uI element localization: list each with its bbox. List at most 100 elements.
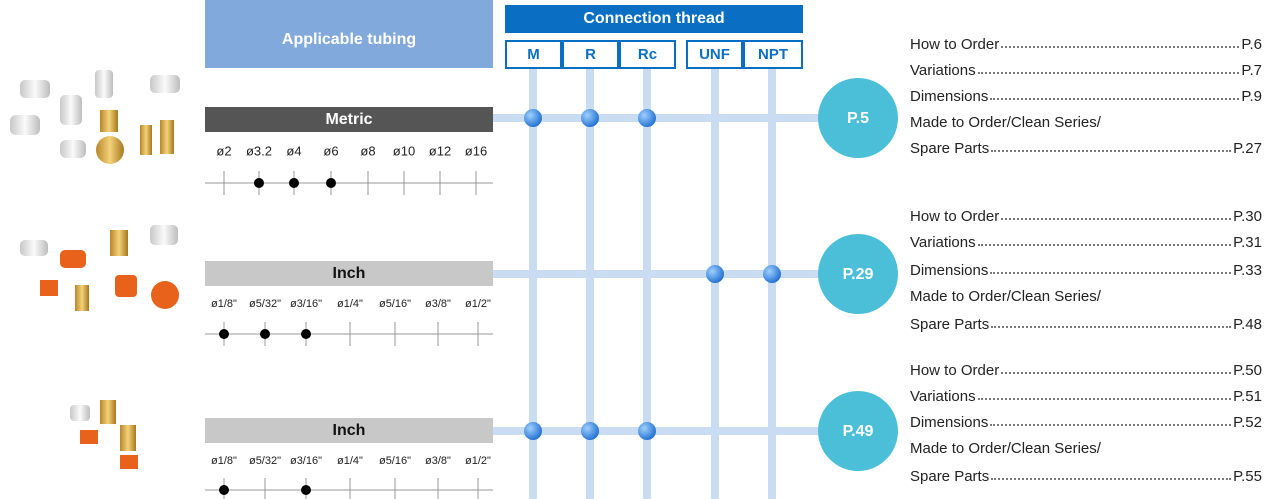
toc-page: P.6 <box>1241 36 1262 53</box>
toc-entry: Variations P.51 <box>910 385 1262 405</box>
size-label: ø5/16" <box>379 298 411 310</box>
connection-dot <box>763 265 781 283</box>
leader-dots <box>991 326 1232 328</box>
toc-entry: Dimensions P.9 <box>910 85 1262 105</box>
leader-dots <box>1001 218 1232 220</box>
connection-dot <box>524 109 542 127</box>
page-circle-label: P.49 <box>843 423 874 440</box>
size-label: ø4 <box>286 143 301 158</box>
toc-page: P.52 <box>1233 414 1262 431</box>
connection-dot <box>706 265 724 283</box>
connection-dot <box>524 422 542 440</box>
tubing-header: Applicable tubing <box>282 31 416 48</box>
toc-entry: How to Order P.30 <box>910 205 1262 225</box>
leader-dots <box>977 72 1240 74</box>
tubing-bar <box>205 418 493 443</box>
size-label: ø1/4" <box>337 455 363 467</box>
page-circle-label: P.5 <box>847 110 869 127</box>
toc-label: Dimensions <box>910 262 989 279</box>
toc-label: Spare Parts <box>910 316 990 333</box>
thread-box <box>619 40 676 69</box>
thread-label: M <box>527 46 540 63</box>
thread-label: Rc <box>638 46 657 63</box>
size-label: ø1/4" <box>337 298 363 310</box>
toc-entry: Made to Order/Clean Series/ <box>910 285 1262 305</box>
size-label: ø8 <box>360 143 375 158</box>
leader-dots <box>990 424 1232 426</box>
size-label: ø1/2" <box>465 298 491 310</box>
toc-page: P.7 <box>1241 62 1262 79</box>
toc-label: How to Order <box>910 36 1000 53</box>
thread-box <box>743 40 803 69</box>
connection-dot <box>581 109 599 127</box>
tubing-label: Inch <box>333 265 366 282</box>
toc-page: P.27 <box>1233 140 1262 157</box>
toc-entry: Dimensions P.33 <box>910 259 1262 279</box>
page-circle <box>818 234 898 314</box>
page-circle-label: P.29 <box>843 266 874 283</box>
toc-label: Made to Order/Clean Series/ <box>910 114 1101 131</box>
leader-dots <box>1001 372 1232 374</box>
toc-label: Variations <box>910 62 976 79</box>
size-dot <box>301 485 311 495</box>
size-dot <box>219 485 229 495</box>
toc-page: P.55 <box>1233 468 1262 485</box>
tubing-bar <box>205 107 493 132</box>
toc-entry: Spare Parts P.48 <box>910 313 1262 333</box>
toc-label: Dimensions <box>910 414 989 431</box>
thread-header-box <box>505 5 803 33</box>
leader-dots <box>1001 46 1240 48</box>
connection-dot <box>581 422 599 440</box>
toc-entry: How to Order P.6 <box>910 33 1262 53</box>
size-label: ø6 <box>323 143 338 158</box>
size-label: ø3/16" <box>290 298 322 310</box>
size-dot <box>254 178 264 188</box>
thread-label: UNF <box>699 46 730 63</box>
size-label: ø12 <box>429 143 451 158</box>
toc-entry: Made to Order/Clean Series/ <box>910 111 1262 131</box>
tubing-bar <box>205 261 493 286</box>
size-label: ø2 <box>216 143 231 158</box>
toc-page: P.33 <box>1233 262 1262 279</box>
size-label: ø1/8" <box>211 455 237 467</box>
tubing-label: Metric <box>325 111 372 128</box>
toc-entry: How to Order P.50 <box>910 359 1262 379</box>
tubing-header-box <box>205 0 493 68</box>
size-label: ø5/32" <box>249 455 281 467</box>
leader-dots <box>990 272 1232 274</box>
page-circle <box>818 391 898 471</box>
toc-label: Spare Parts <box>910 468 990 485</box>
toc-page: P.9 <box>1241 88 1262 105</box>
connection-dot <box>638 109 656 127</box>
toc-entry: Spare Parts P.55 <box>910 465 1262 485</box>
size-label: ø16 <box>465 143 487 158</box>
toc-entry: Variations P.31 <box>910 231 1262 251</box>
thread-box <box>505 40 562 69</box>
thread-label: R <box>585 46 596 63</box>
toc-page: P.31 <box>1233 234 1262 251</box>
thread-box <box>686 40 743 69</box>
size-dot <box>289 178 299 188</box>
size-label: ø10 <box>393 143 415 158</box>
size-label: ø5/32" <box>249 298 281 310</box>
size-label: ø3/16" <box>290 455 322 467</box>
size-dot <box>326 178 336 188</box>
size-dot <box>301 329 311 339</box>
leader-dots <box>977 398 1232 400</box>
size-label: ø5/16" <box>379 455 411 467</box>
tubing-label: Inch <box>333 422 366 439</box>
toc-page: P.51 <box>1233 388 1262 405</box>
toc-label: How to Order <box>910 362 1000 379</box>
size-dot <box>260 329 270 339</box>
toc-label: Made to Order/Clean Series/ <box>910 288 1101 305</box>
toc-label: Spare Parts <box>910 140 990 157</box>
toc-label: Variations <box>910 388 976 405</box>
product-photos <box>10 70 180 469</box>
size-label: ø1/2" <box>465 455 491 467</box>
size-label: ø3.2 <box>246 143 272 158</box>
leader-dots <box>991 478 1232 480</box>
thread-label: NPT <box>758 46 788 63</box>
thread-header: Connection thread <box>583 10 724 27</box>
